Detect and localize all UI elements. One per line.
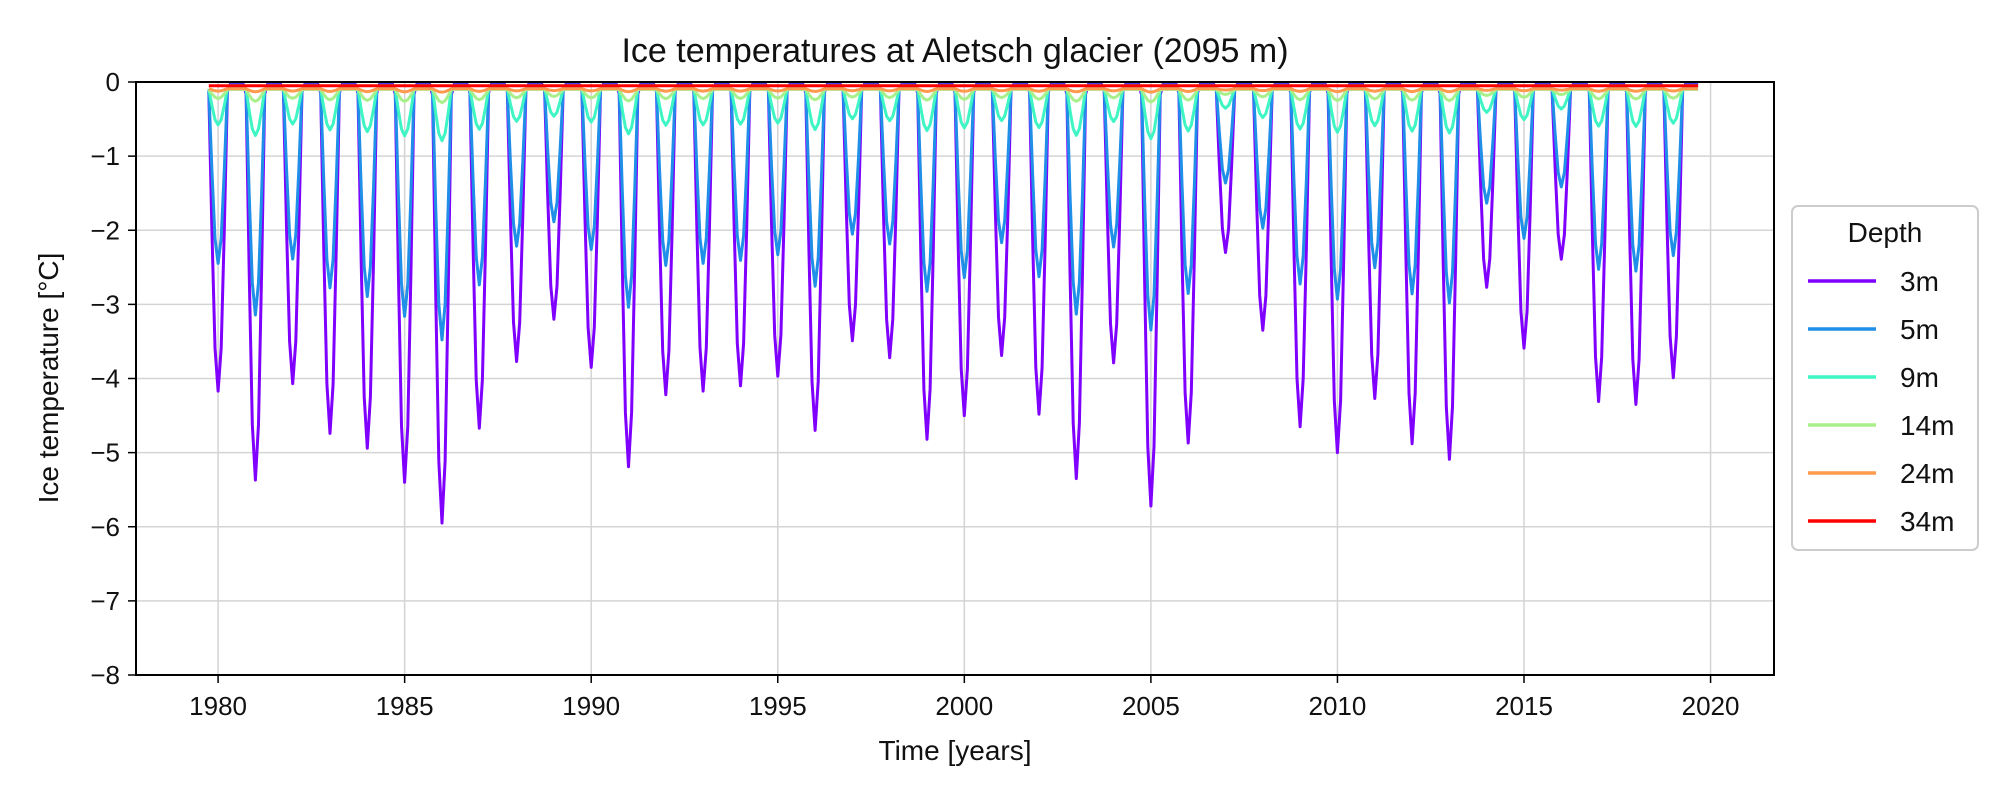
series-line-24m xyxy=(208,87,1699,94)
y-tick-label: −2 xyxy=(90,215,120,245)
y-tick-label: −3 xyxy=(90,289,120,319)
y-tick-label: −6 xyxy=(90,512,120,542)
x-tick-label: 1995 xyxy=(749,691,807,721)
series-line-5m xyxy=(207,83,1699,342)
y-tick-label: −5 xyxy=(90,438,120,468)
x-axis-label: Time [years] xyxy=(879,735,1032,766)
series-line-3m xyxy=(207,82,1699,525)
x-tick-label: 2020 xyxy=(1682,691,1740,721)
x-tick-label: 2000 xyxy=(935,691,993,721)
legend-label-14m: 14m xyxy=(1900,410,1954,441)
x-tick-label: 1990 xyxy=(562,691,620,721)
legend-box xyxy=(1791,205,1979,551)
y-tick-label: 0 xyxy=(106,67,120,97)
x-tick-label: 1985 xyxy=(376,691,434,721)
y-tick-label: −8 xyxy=(90,660,120,690)
x-tick-label: 2010 xyxy=(1309,691,1367,721)
chart-title: Ice temperatures at Aletsch glacier (209… xyxy=(621,32,1288,70)
y-axis-label: Ice temperature [°C] xyxy=(33,253,64,504)
y-tick-label: −4 xyxy=(90,364,120,394)
y-tick-label: −7 xyxy=(90,586,120,616)
legend-label-24m: 24m xyxy=(1900,458,1954,489)
x-tick-label: 1980 xyxy=(189,691,247,721)
legend-label-5m: 5m xyxy=(1900,314,1939,345)
legend: Depth 3m 5m 9m 14m 24m 34m xyxy=(1791,205,1979,551)
y-axis: 0 −1 −2 −3 −4 −5 −6 −7 −8 xyxy=(90,67,136,690)
legend-label-34m: 34m xyxy=(1900,506,1954,537)
legend-title: Depth xyxy=(1848,217,1923,248)
x-tick-label: 2015 xyxy=(1495,691,1553,721)
legend-label-3m: 3m xyxy=(1900,266,1939,297)
y-tick-label: −1 xyxy=(90,141,120,171)
x-axis: 1980 1985 1990 1995 2000 2005 2010 2015 2020 xyxy=(189,675,1739,721)
series-layer xyxy=(207,82,1699,525)
legend-entries: 3m 5m 9m 14m 24m 34m xyxy=(1808,266,1954,537)
legend-label-9m: 9m xyxy=(1900,362,1939,393)
x-tick-label: 2005 xyxy=(1122,691,1180,721)
